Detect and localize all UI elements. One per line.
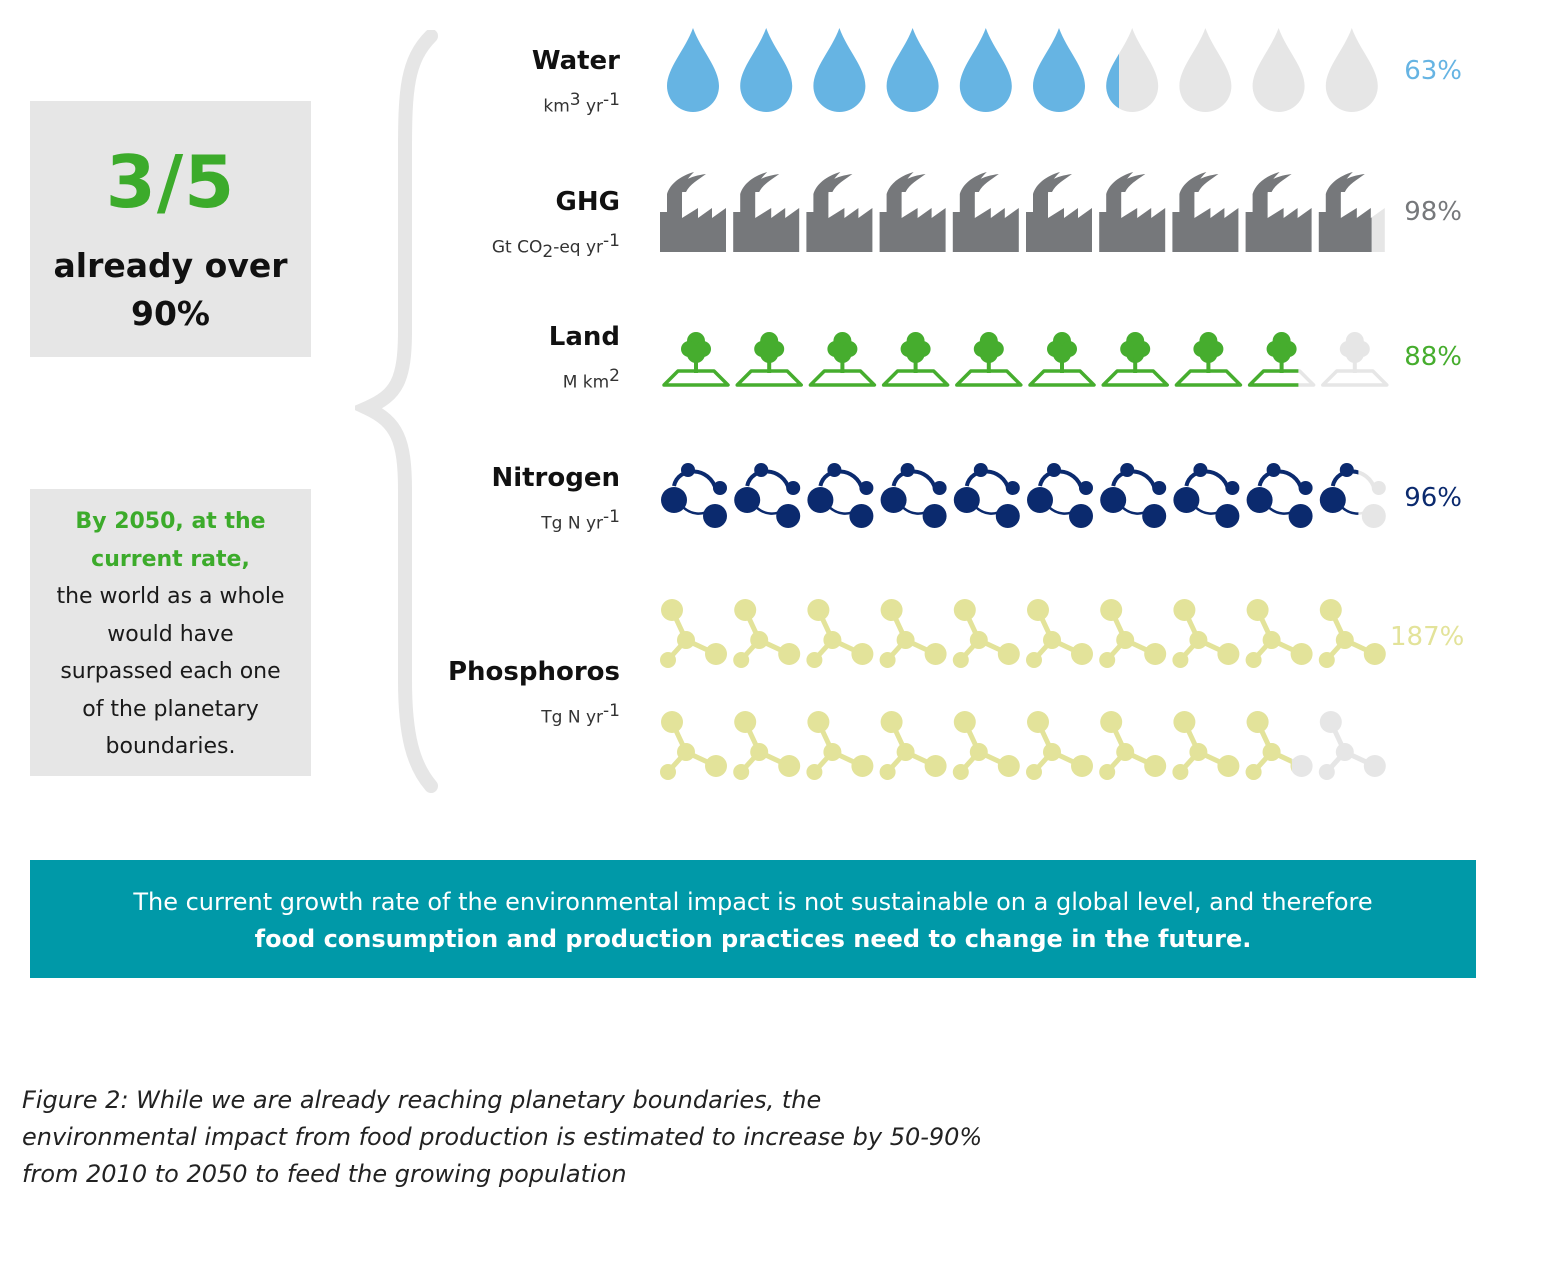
phosphorus-molecule-icon (1172, 599, 1240, 668)
caption-line-2: environmental impact from food productio… (22, 1123, 983, 1151)
curly-brace (355, 30, 438, 793)
phosphorus-molecule-icon (879, 711, 947, 780)
water-drop-icon (740, 28, 793, 112)
label-ghg: GHG (555, 187, 620, 217)
water-drop-icon (959, 28, 1012, 112)
nitrogen-molecule-icon (1319, 463, 1386, 528)
water-drop-icon (1033, 28, 1085, 112)
banner-line-2: food consumption and production practice… (254, 925, 1252, 953)
phosphorus-molecule-icon (806, 711, 874, 780)
factory-icon (1099, 172, 1166, 252)
phosphorus-molecule-icon (1318, 599, 1386, 668)
tree-icon (1028, 332, 1096, 387)
factory-icon (1172, 172, 1239, 252)
phosphorus-molecule-icon (660, 711, 727, 780)
projection-line-3: surpassed each one (60, 659, 281, 684)
boundaries-fraction: 3/5 (105, 140, 236, 224)
phosphorus-molecule-icon (1099, 599, 1167, 668)
banner-line-1: The current growth rate of the environme… (133, 888, 1373, 916)
unit-phosphoros: Tg N yr-1 (541, 701, 620, 728)
value-label-land: 88% (1404, 342, 1462, 372)
unit-land: M km2 (562, 366, 620, 393)
factory-icon (1026, 172, 1092, 252)
figure-caption: Figure 2: While we are already reaching … (22, 1082, 1022, 1193)
nitrogen-molecule-icon (880, 463, 947, 528)
projection-highlight-2: current rate, (91, 546, 250, 572)
nitrogen-molecule-icon (1100, 463, 1167, 528)
nitrogen-molecule-icon (1246, 463, 1313, 528)
water-drop-icon (667, 28, 719, 112)
summary-subtitle: already over 90% (30, 242, 311, 338)
projection-note: By 2050, at the current rate, the world … (30, 503, 311, 766)
phosphorus-molecule-icon (1245, 599, 1313, 668)
factory-icon (660, 172, 726, 252)
tree-icon (1247, 332, 1316, 387)
phosphorus-molecule-icon (1026, 711, 1093, 780)
value-label-ghg: 98% (1404, 197, 1462, 227)
tree-icon (881, 332, 950, 387)
projection-line-5: boundaries. (105, 734, 236, 759)
phosphorus-molecule-icon (1172, 711, 1240, 780)
factory-icon (733, 172, 800, 252)
label-water: Water (531, 46, 620, 76)
projection-highlight-1: By 2050, at the (75, 509, 266, 534)
phosphorus-molecule-icon (660, 599, 727, 668)
projection-line-1: the world as a whole (56, 584, 285, 609)
phosphorus-molecule-icon (1245, 711, 1313, 780)
factory-icon (1318, 172, 1385, 252)
factory-icon (879, 172, 946, 252)
water-drop-icon (1106, 28, 1159, 112)
value-label-phosphoros: 187% (1390, 622, 1465, 652)
summary-subtitle-line-1: already over (53, 246, 288, 285)
tree-icon (1321, 332, 1389, 387)
phosphorus-molecule-icon (952, 711, 1020, 780)
water-drop-icon (1252, 28, 1305, 112)
phosphorus-molecule-icon (733, 599, 801, 668)
value-label-nitrogen: 96% (1404, 483, 1462, 513)
nitrogen-molecule-icon (1173, 463, 1240, 528)
phosphorus-molecule-icon (879, 599, 947, 668)
projection-line-2: would have (107, 621, 234, 647)
projection-note-box (30, 489, 311, 776)
nitrogen-molecule-icon (807, 463, 874, 528)
phosphorus-molecule-icon (952, 599, 1020, 668)
factory-icon (952, 172, 1019, 252)
tree-icon (955, 332, 1023, 387)
tree-icon (735, 332, 803, 387)
projection-line-4: of the planetary (82, 696, 259, 722)
value-label-water: 63% (1404, 56, 1462, 86)
caption-line-3: from 2010 to 2050 to feed the growing po… (22, 1160, 627, 1188)
label-phosphoros: Phosphoros (447, 657, 620, 687)
nitrogen-molecule-icon (661, 463, 727, 528)
summary-subtitle-line-2: 90% (131, 294, 210, 333)
phosphorus-molecule-icon (806, 599, 874, 668)
label-land: Land (548, 322, 620, 352)
water-drop-icon (886, 28, 939, 112)
phosphorus-molecule-icon (733, 711, 801, 780)
phosphorus-molecule-icon (1026, 599, 1093, 668)
tree-icon (662, 332, 730, 387)
phosphorus-molecule-icon (1099, 711, 1167, 780)
unit-nitrogen: Tg N yr-1 (541, 507, 620, 534)
nitrogen-molecule-icon (1027, 463, 1093, 528)
water-drop-icon (1325, 28, 1378, 112)
factory-icon (806, 172, 873, 252)
nitrogen-molecule-icon (953, 463, 1020, 528)
icon-chart (660, 28, 1389, 780)
label-nitrogen: Nitrogen (491, 463, 620, 493)
water-drop-icon (813, 28, 866, 112)
tree-icon (1101, 332, 1169, 387)
nitrogen-molecule-icon (734, 463, 801, 528)
factory-icon (1245, 172, 1312, 252)
unit-water: km3 yr-1 (543, 90, 620, 117)
phosphorus-molecule-icon (1318, 711, 1386, 780)
unit-ghg: Gt CO2-eq yr-1 (491, 231, 620, 263)
tree-icon (808, 332, 877, 387)
caption-line-1: Figure 2: While we are already reaching … (22, 1086, 822, 1114)
tree-icon (1174, 332, 1243, 387)
water-drop-icon (1179, 28, 1232, 112)
conclusion-banner: The current growth rate of the environme… (30, 860, 1476, 978)
summary-box (30, 101, 311, 357)
